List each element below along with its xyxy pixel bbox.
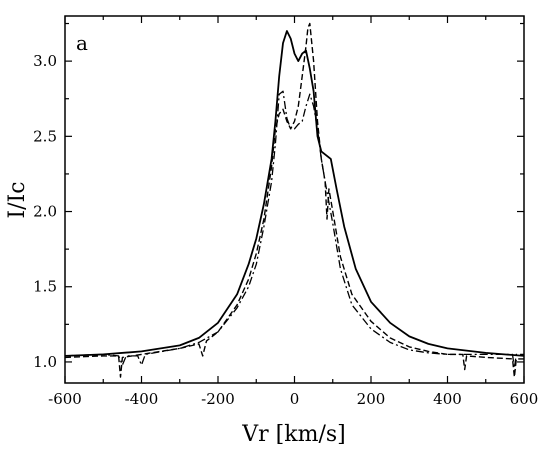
x-tick-label: 0 [290, 390, 300, 408]
x-axis-title: Vr [km/s] [241, 422, 345, 447]
x-tick-label: -400 [125, 390, 159, 408]
y-tick-label: 3.0 [33, 52, 57, 70]
series-lines [64, 22, 525, 378]
x-tick-label: -200 [201, 390, 235, 408]
panel-label: a [76, 31, 88, 55]
y-axis-title: I/Ic [5, 181, 30, 218]
x-tick-label: 400 [433, 390, 462, 408]
x-tick-label: 600 [510, 390, 539, 408]
y-tick-labels: 1.0 1.5 2.0 2.5 3.0 [33, 52, 57, 371]
x-tick-label: 200 [357, 390, 386, 408]
x-tick-labels: -600 -400 -200 0 200 400 600 [48, 390, 538, 408]
plot-frame [64, 15, 525, 384]
y-tick-label: 1.5 [33, 278, 57, 296]
axis-ticks [64, 16, 525, 383]
y-tick-label: 2.0 [33, 203, 57, 221]
y-tick-label: 1.0 [33, 353, 57, 371]
x-tick-label: -600 [48, 390, 82, 408]
series-dashed-line [64, 22, 524, 378]
series-dashdot-line [64, 90, 524, 369]
series-solid-line [64, 30, 525, 357]
y-tick-label: 2.5 [33, 127, 57, 145]
